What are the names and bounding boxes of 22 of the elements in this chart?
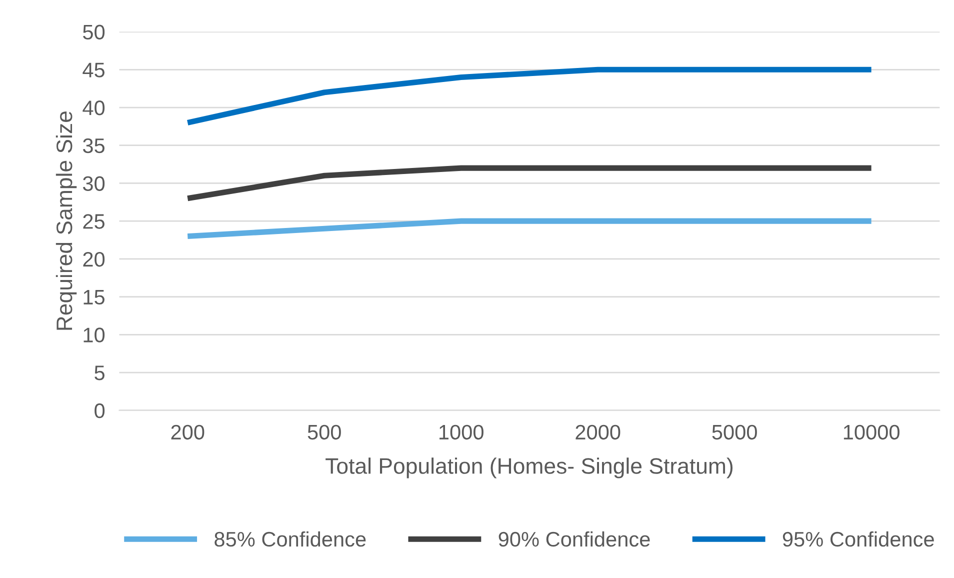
x-tick-label: 2000 bbox=[576, 424, 620, 440]
x-tick-label: 10000 bbox=[844, 424, 900, 440]
y-tick-label: 25 bbox=[83, 214, 104, 229]
y-tick-label: 10 bbox=[84, 328, 105, 342]
y-tick-label: 50 bbox=[83, 24, 105, 40]
x-tick-label: 500 bbox=[308, 424, 341, 440]
legend-label: 85% Confidence bbox=[214, 531, 366, 547]
x-tick-label: 5000 bbox=[712, 424, 757, 440]
y-tick-label: 35 bbox=[82, 138, 104, 154]
y-tick-label: 15 bbox=[84, 290, 104, 305]
y-tick-label: 45 bbox=[82, 62, 104, 78]
x-tick-label: 1000 bbox=[440, 424, 484, 440]
y-tick-label: 40 bbox=[82, 100, 105, 116]
y-axis-title: Required Sample Size bbox=[56, 112, 77, 330]
legend-label: 95% Confidence bbox=[782, 531, 934, 547]
x-tick-label: 200 bbox=[171, 424, 204, 440]
y-tick-label: 20 bbox=[83, 252, 105, 267]
x-axis-title: Total Population (Homes- Single Stratum) bbox=[326, 458, 733, 478]
y-tick-label: 0 bbox=[94, 403, 105, 418]
y-tick-label: 5 bbox=[94, 366, 104, 380]
y-tick-label: 30 bbox=[82, 176, 105, 191]
legend-label: 90% Confidence bbox=[498, 531, 650, 547]
